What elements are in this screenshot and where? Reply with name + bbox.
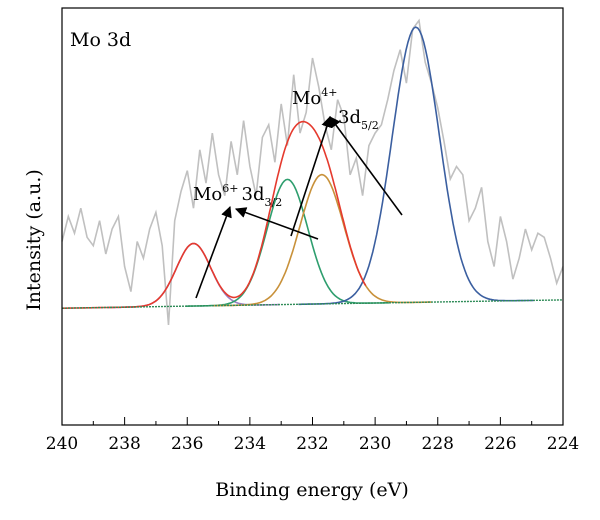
- annotation-arrows: [195, 115, 403, 299]
- annotation-mo4-orbital: 3d: [338, 107, 361, 128]
- x-tick-label: 238: [108, 434, 140, 454]
- annotation-mo4-charge: 4+: [321, 86, 337, 99]
- arrow-mo6-left: [195, 205, 232, 299]
- x-tick-label: 230: [359, 434, 391, 454]
- x-tick-label: 240: [46, 434, 78, 454]
- x-tick-label: 234: [234, 434, 266, 454]
- annotation-mo4-ion-label: Mo4+: [292, 86, 338, 109]
- arrow-mo4-right: [329, 116, 403, 216]
- x-axis-ticks: 240 238 236 234 232 230 228 226 224: [46, 417, 579, 454]
- annotation-mo6-subscript: 3/2: [264, 196, 282, 209]
- arrow-mo6-right: [234, 207, 319, 240]
- y-axis-title: Intensity (a.u.): [23, 169, 45, 311]
- panel-label: Mo 3d: [70, 29, 131, 51]
- annotation-mo4-ion: Mo: [292, 88, 321, 109]
- x-tick-label: 232: [296, 434, 328, 454]
- envelope-fit-line: [62, 120, 367, 309]
- plot-area: [61, 18, 564, 325]
- annotation-mo6-label: Mo6+ 3d3/2: [193, 182, 282, 209]
- x-tick-label: 228: [422, 434, 454, 454]
- x-tick-label: 224: [547, 434, 579, 454]
- annotation-mo4-orbital-label: 3d5/2: [338, 107, 379, 132]
- component-mo4-3d52-peak: [298, 26, 534, 306]
- raw-spectrum-line: [61, 18, 564, 325]
- arrow-mo4-left: [290, 115, 333, 237]
- x-tick-label: 236: [171, 434, 203, 454]
- x-tick-label: 226: [484, 434, 516, 454]
- plot-frame: [61, 7, 564, 426]
- annotation-mo6-orbital: 3d: [242, 184, 265, 205]
- annotation-mo6-charge: 6+: [222, 182, 238, 195]
- x-axis-title: Binding energy (eV): [215, 479, 409, 501]
- baseline-line: [61, 299, 564, 309]
- annotation-mo4-subscript: 5/2: [361, 119, 379, 132]
- annotation-mo6-ion: Mo: [193, 184, 222, 205]
